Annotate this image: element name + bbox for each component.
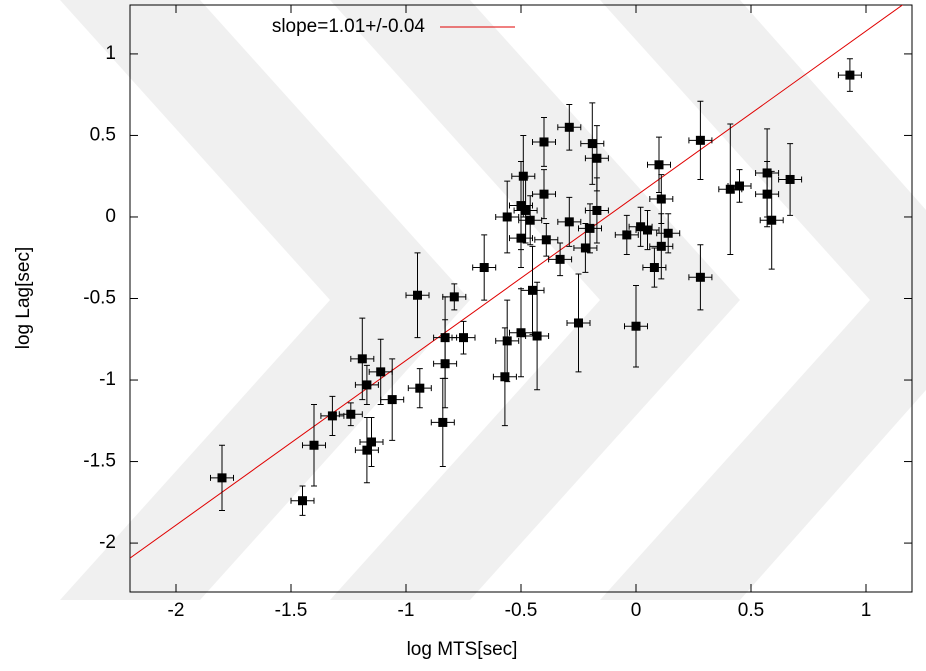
watermark: [60, 0, 926, 600]
point: [502, 212, 512, 222]
fit-line: [130, 5, 904, 559]
point: [539, 189, 549, 199]
x-tick-label: 1: [861, 600, 872, 621]
point: [845, 70, 855, 80]
x-tick-label: -1: [398, 600, 415, 621]
point: [346, 409, 356, 419]
point: [298, 496, 307, 506]
point: [580, 243, 590, 253]
point: [376, 367, 386, 377]
point: [656, 241, 666, 251]
point: [528, 285, 537, 295]
point: [564, 122, 574, 132]
y-tick-label: -0.5: [83, 288, 116, 309]
point: [735, 181, 744, 191]
point: [762, 189, 772, 199]
y-axis-label: log Lag[sec]: [13, 247, 34, 349]
point: [479, 263, 489, 273]
point: [574, 318, 583, 328]
point: [387, 395, 397, 405]
point: [592, 153, 602, 163]
y-tick-label: -1: [99, 369, 116, 390]
point: [362, 445, 372, 455]
point: [636, 222, 646, 232]
point: [217, 473, 227, 483]
x-tick-label: 0: [631, 600, 642, 621]
x-tick-label: -0.5: [505, 600, 538, 621]
point: [518, 171, 528, 181]
point: [767, 215, 777, 225]
point: [440, 333, 450, 343]
point: [521, 205, 531, 215]
y-tick-label: 0.5: [90, 124, 116, 145]
point: [785, 174, 795, 184]
fit-clip: [130, 5, 904, 559]
point: [555, 254, 565, 264]
point: [541, 235, 551, 245]
point: [592, 205, 602, 215]
point: [649, 263, 659, 273]
point: [532, 331, 542, 341]
x-tick-label: -1.5: [275, 600, 308, 621]
point: [415, 383, 425, 393]
x-tick-label: 0.5: [738, 600, 764, 621]
point: [725, 184, 735, 194]
point: [500, 372, 510, 382]
point: [459, 333, 468, 343]
point: [438, 417, 448, 427]
y-tick-label: -2: [99, 532, 116, 553]
legend-label: slope=1.01+/-0.04: [272, 16, 426, 37]
y-tick-label: 0: [105, 206, 116, 227]
point: [564, 217, 574, 227]
point: [643, 225, 652, 235]
point: [695, 135, 705, 145]
point: [327, 411, 337, 421]
point: [449, 292, 459, 302]
point: [502, 336, 512, 346]
x-tick-label: -2: [168, 600, 185, 621]
y-tick-label: 1: [105, 43, 116, 64]
point: [539, 137, 549, 147]
point: [525, 215, 535, 225]
point: [516, 201, 526, 211]
point: [362, 380, 372, 390]
point: [622, 230, 632, 240]
point: [516, 233, 526, 243]
y-tick-label: -1.5: [83, 451, 116, 472]
point: [309, 440, 319, 450]
point: [585, 223, 595, 233]
point: [695, 272, 705, 282]
point: [367, 437, 376, 447]
point: [516, 328, 526, 338]
point: [656, 194, 666, 204]
point: [654, 160, 664, 170]
point: [587, 139, 597, 149]
point: [631, 321, 641, 331]
x-axis-label: log MTS[sec]: [407, 639, 518, 660]
point: [663, 228, 673, 238]
point: [357, 354, 367, 364]
point: [413, 290, 422, 300]
